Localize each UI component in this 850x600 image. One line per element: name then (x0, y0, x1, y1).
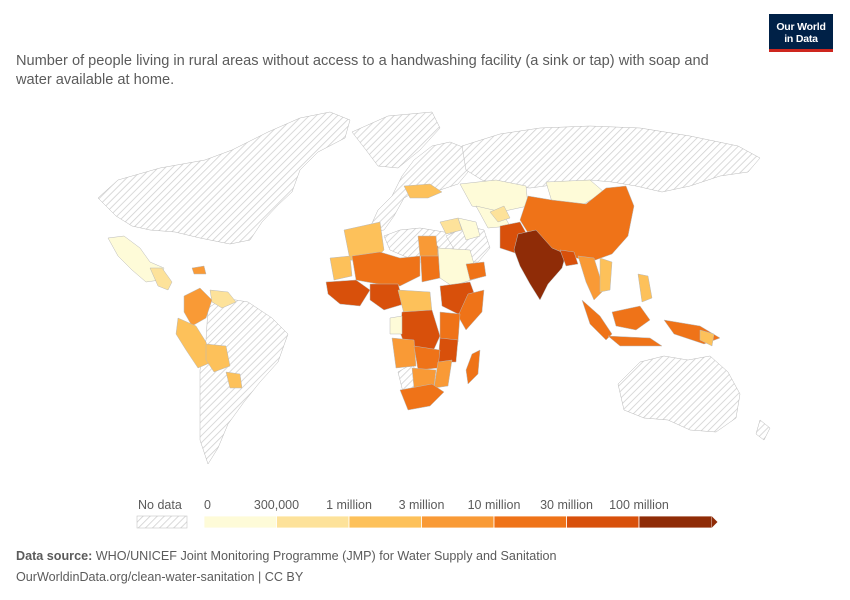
region-iraq-syria[interactable] (457, 217, 481, 241)
region-afghanistan[interactable] (489, 205, 511, 223)
legend-arrow-tip (711, 516, 718, 528)
region-north-america[interactable] (97, 111, 351, 245)
legend-bin-6[interactable] (566, 515, 640, 529)
region-png[interactable] (699, 329, 715, 347)
legend-tick-label: 30 million (540, 498, 593, 512)
region-gabon-congo[interactable] (389, 315, 403, 335)
logo-line-1: Our World (776, 21, 826, 33)
legend-bins (203, 515, 718, 529)
chart-subtitle: Number of people living in rural areas w… (16, 53, 709, 88)
owid-logo[interactable]: Our World in Data (769, 14, 833, 52)
region-south-america[interactable] (199, 297, 289, 465)
region-tanzania[interactable] (437, 337, 459, 363)
region-mozambique[interactable] (433, 359, 453, 389)
region-kazakhstan[interactable] (459, 179, 529, 213)
region-mali-niger[interactable] (351, 251, 421, 287)
legend-bin-2[interactable] (276, 515, 350, 529)
region-india[interactable] (513, 229, 567, 301)
region-nigeria[interactable] (369, 283, 405, 311)
region-new-zealand[interactable] (755, 419, 771, 441)
region-ukraine[interactable] (403, 183, 443, 199)
region-zambia-malawi[interactable] (413, 345, 441, 371)
region-greenland[interactable] (351, 111, 441, 169)
legend: No data 0 300,000 1 million 3 million 10 mil… (136, 498, 718, 529)
legend-bin-7[interactable] (638, 515, 712, 529)
region-south-africa[interactable] (399, 383, 445, 411)
region-venezuela[interactable] (209, 289, 237, 309)
legend-bin-4[interactable] (421, 515, 495, 529)
region-vietnam[interactable] (599, 257, 613, 293)
region-mauritania[interactable] (329, 255, 353, 281)
region-nepal-bangladesh[interactable] (559, 249, 579, 267)
data-source-text: WHO/UNICEF Joint Monitoring Programme (J… (95, 549, 557, 563)
region-paraguay[interactable] (225, 371, 243, 389)
legend-tick-label: 300,000 (254, 498, 299, 512)
legend-bin-1[interactable] (203, 515, 277, 529)
legend-ticks: 0 300,000 1 million 3 million 10 million 30 m… (204, 498, 669, 512)
region-angola[interactable] (391, 337, 417, 369)
legend-bin-3[interactable] (348, 515, 422, 529)
legend-no-data-label: No data (138, 498, 182, 512)
legend-tick-label: 100 million (609, 498, 669, 512)
region-egypt[interactable] (417, 235, 439, 257)
region-bolivia[interactable] (205, 343, 231, 373)
data-source-label: Data source: (16, 549, 93, 563)
region-myanmar-thailand[interactable] (577, 255, 605, 301)
region-ecuador-peru[interactable] (175, 317, 213, 369)
legend-bin-5[interactable] (493, 515, 567, 529)
logo-line-2: in Data (784, 33, 818, 45)
region-caribbean[interactable] (191, 265, 207, 275)
region-central-america[interactable] (149, 267, 173, 291)
region-indonesia-west[interactable] (581, 299, 613, 341)
world-map (97, 111, 771, 465)
region-somalia[interactable] (457, 289, 485, 331)
legend-no-data-swatch (136, 515, 188, 529)
region-australia[interactable] (617, 355, 741, 433)
legend-tick-label: 10 million (468, 498, 521, 512)
region-yemen[interactable] (465, 261, 487, 281)
legend-tick-label: 1 million (326, 498, 372, 512)
region-indonesia-central[interactable] (611, 305, 651, 331)
region-west-africa[interactable] (325, 279, 371, 307)
region-sudan[interactable] (437, 247, 479, 287)
data-source-line: Data source: WHO/UNICEF Joint Monitoring… (16, 549, 557, 563)
region-colombia[interactable] (183, 287, 213, 327)
source-url[interactable]: OurWorldinData.org/clean-water-sanitatio… (16, 570, 304, 584)
legend-tick-label: 0 (204, 498, 211, 512)
legend-tick-label: 3 million (399, 498, 445, 512)
region-indonesia-java[interactable] (607, 335, 663, 347)
region-philippines[interactable] (637, 273, 653, 303)
region-turkey-region[interactable] (439, 217, 463, 235)
region-madagascar[interactable] (465, 349, 481, 385)
